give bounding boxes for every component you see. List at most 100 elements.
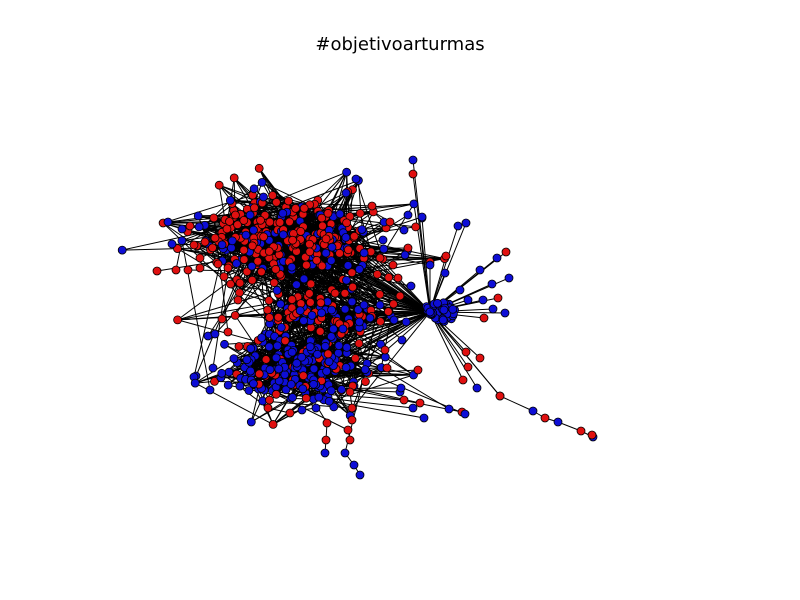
- graph-node-red: [280, 336, 290, 346]
- graph-node-blue: [307, 310, 317, 320]
- graph-node-blue: [444, 404, 454, 414]
- graph-node-blue: [417, 212, 427, 222]
- graph-node-red: [385, 217, 395, 227]
- graph-node-blue: [359, 248, 369, 258]
- graph-node-red: [340, 288, 350, 298]
- graph-node-blue: [278, 230, 288, 240]
- graph-edge: [314, 204, 334, 312]
- graph-node-blue: [472, 383, 482, 393]
- graph-node-red: [235, 278, 245, 288]
- graph-node-blue: [389, 315, 399, 325]
- graph-node-blue: [194, 222, 204, 232]
- graph-node-blue: [244, 386, 254, 395]
- graph-node-blue: [299, 274, 309, 284]
- graph-node-blue: [317, 308, 326, 318]
- graph-node-blue: [241, 230, 251, 240]
- graph-node-blue: [406, 281, 416, 291]
- graph-node-blue: [227, 236, 237, 246]
- graph-node-red: [239, 255, 249, 265]
- graph-node-red: [347, 403, 357, 413]
- graph-node-blue: [312, 349, 322, 359]
- graph-node-blue: [217, 240, 227, 250]
- graph-node-red: [375, 317, 385, 326]
- graph-node-red: [183, 265, 193, 275]
- graph-node-red: [380, 345, 390, 355]
- graph-node-blue: [419, 413, 429, 423]
- graph-node-blue: [163, 217, 173, 227]
- graph-node-red: [273, 312, 283, 322]
- graph-edge: [177, 289, 278, 321]
- graph-node-red: [189, 240, 199, 250]
- graph-node-blue: [351, 174, 361, 184]
- graph-node-blue: [460, 409, 470, 419]
- graph-node-red: [229, 173, 239, 183]
- graph-node-blue: [379, 244, 389, 254]
- graph-node-red: [495, 391, 505, 401]
- graph-node-red: [265, 217, 275, 227]
- graph-node-red: [305, 239, 314, 249]
- graph-node-blue: [329, 402, 339, 412]
- graph-node-blue: [487, 279, 497, 289]
- graph-node-red: [375, 289, 385, 299]
- graph-node-blue: [298, 384, 308, 394]
- graph-edge: [412, 173, 431, 313]
- graph-node-red: [493, 293, 503, 303]
- graph-node-blue: [245, 210, 255, 220]
- graph-node-blue: [288, 393, 297, 402]
- graph-node-red: [576, 426, 586, 436]
- graph-node-red: [261, 355, 271, 364]
- figure-title: #objetivoarturmas: [315, 34, 485, 55]
- graph-node-blue: [324, 357, 334, 367]
- graph-node-red: [253, 256, 263, 266]
- graph-node-blue: [455, 285, 465, 295]
- graph-node-blue: [246, 344, 256, 354]
- graph-node-red: [195, 263, 205, 273]
- graph-node-blue: [343, 261, 353, 270]
- graph-node-red: [208, 243, 217, 253]
- graph-node-blue: [448, 304, 458, 314]
- graph-node-red: [375, 253, 385, 263]
- graph-node-red: [475, 353, 485, 363]
- graph-edge: [429, 311, 478, 389]
- graph-node-blue: [281, 385, 291, 395]
- graph-node-red: [304, 289, 314, 298]
- graph-node-red: [226, 279, 236, 289]
- graph-node-blue: [399, 225, 409, 235]
- graph-node-blue: [177, 236, 187, 246]
- graph-node-blue: [314, 392, 324, 402]
- graph-edge: [352, 311, 389, 409]
- graph-node-red: [269, 278, 279, 288]
- graph-node-blue: [355, 470, 365, 480]
- graph-edge: [272, 194, 296, 209]
- graph-node-red: [323, 208, 333, 218]
- graph-node-blue: [272, 285, 282, 295]
- graph-node-red: [275, 217, 285, 227]
- graph-node-blue: [440, 268, 450, 278]
- graph-node-red: [210, 233, 220, 243]
- graph-node-blue: [232, 259, 241, 268]
- graph-node-red: [388, 260, 398, 270]
- graph-node-blue: [504, 273, 514, 283]
- graph-node-blue: [217, 368, 227, 378]
- graph-node-blue: [257, 333, 267, 343]
- graph-node-red: [343, 245, 353, 255]
- graph-node-red: [458, 375, 468, 385]
- graph-node-red: [360, 377, 370, 387]
- graph-node-red: [213, 259, 223, 269]
- graph-node-red: [301, 393, 311, 403]
- graph-node-blue: [340, 448, 350, 458]
- graph-node-red: [200, 237, 210, 247]
- graph-node-red: [291, 203, 301, 213]
- graph-node-red: [354, 339, 364, 348]
- graph-node-blue: [276, 322, 286, 332]
- graph-node-blue: [305, 342, 315, 352]
- graph-node-blue: [337, 385, 347, 394]
- graph-node-blue: [292, 358, 302, 368]
- graph-node-red: [415, 398, 425, 408]
- graph-node-blue: [359, 300, 369, 310]
- graph-node-blue: [326, 256, 336, 266]
- graph-node-red: [298, 371, 308, 381]
- graph-node-red: [242, 267, 252, 277]
- graph-node-red: [263, 305, 273, 315]
- graph-edge: [429, 222, 467, 313]
